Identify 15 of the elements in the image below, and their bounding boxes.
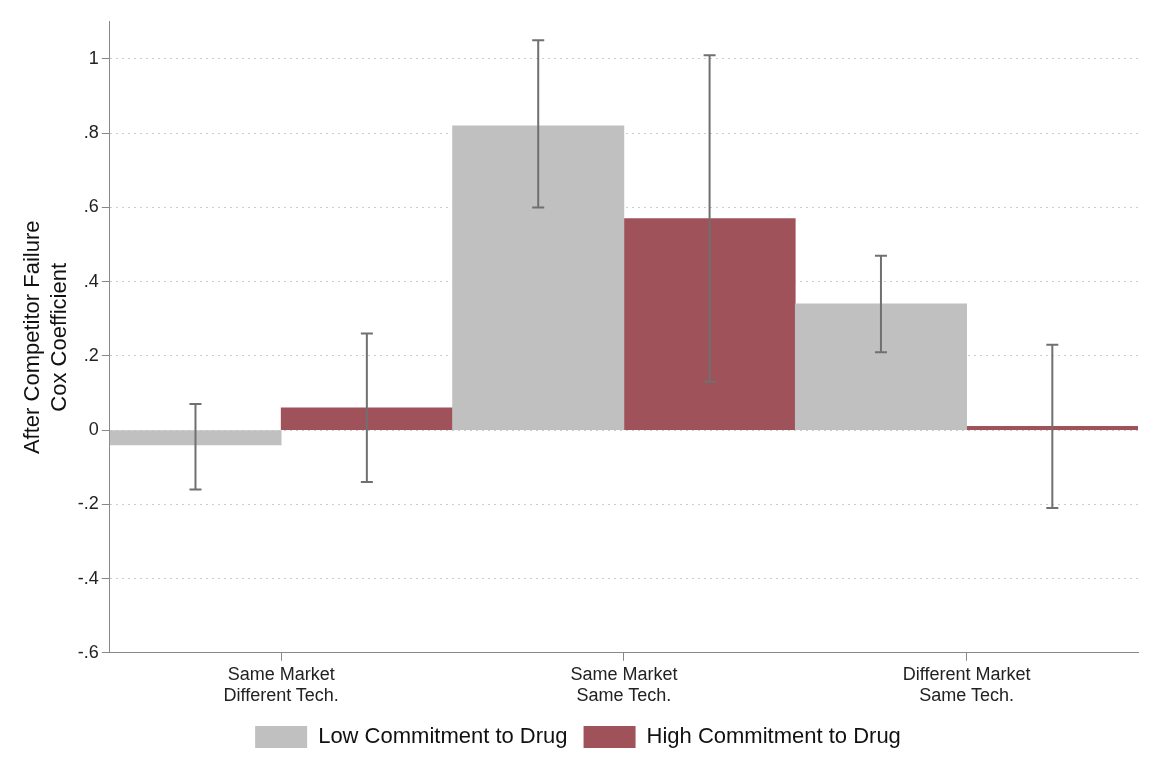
y-tick-label: .6 — [83, 196, 99, 217]
y-tick-label: 1 — [88, 47, 99, 68]
x-tick-label: Same Market Same Tech. — [570, 663, 678, 706]
y-tick-label: .4 — [83, 270, 99, 291]
y-tick-label: 0 — [88, 419, 99, 440]
legend-label: High Commitment to Drug — [646, 723, 901, 749]
x-tick-label: Different Market Same Tech. — [902, 663, 1031, 706]
y-tick-label: -.2 — [77, 493, 99, 514]
y-tick-label: -.6 — [77, 641, 99, 662]
y-tick-label: .2 — [83, 344, 99, 365]
y-tick-label: .8 — [83, 122, 99, 143]
y-axis-title: After Competitor Failure Cox Coefficient — [19, 220, 71, 455]
y-tick-label: -.4 — [77, 567, 99, 588]
x-tick-label: Same Market Different Tech. — [223, 663, 339, 706]
legend-label: Low Commitment to Drug — [318, 723, 568, 749]
